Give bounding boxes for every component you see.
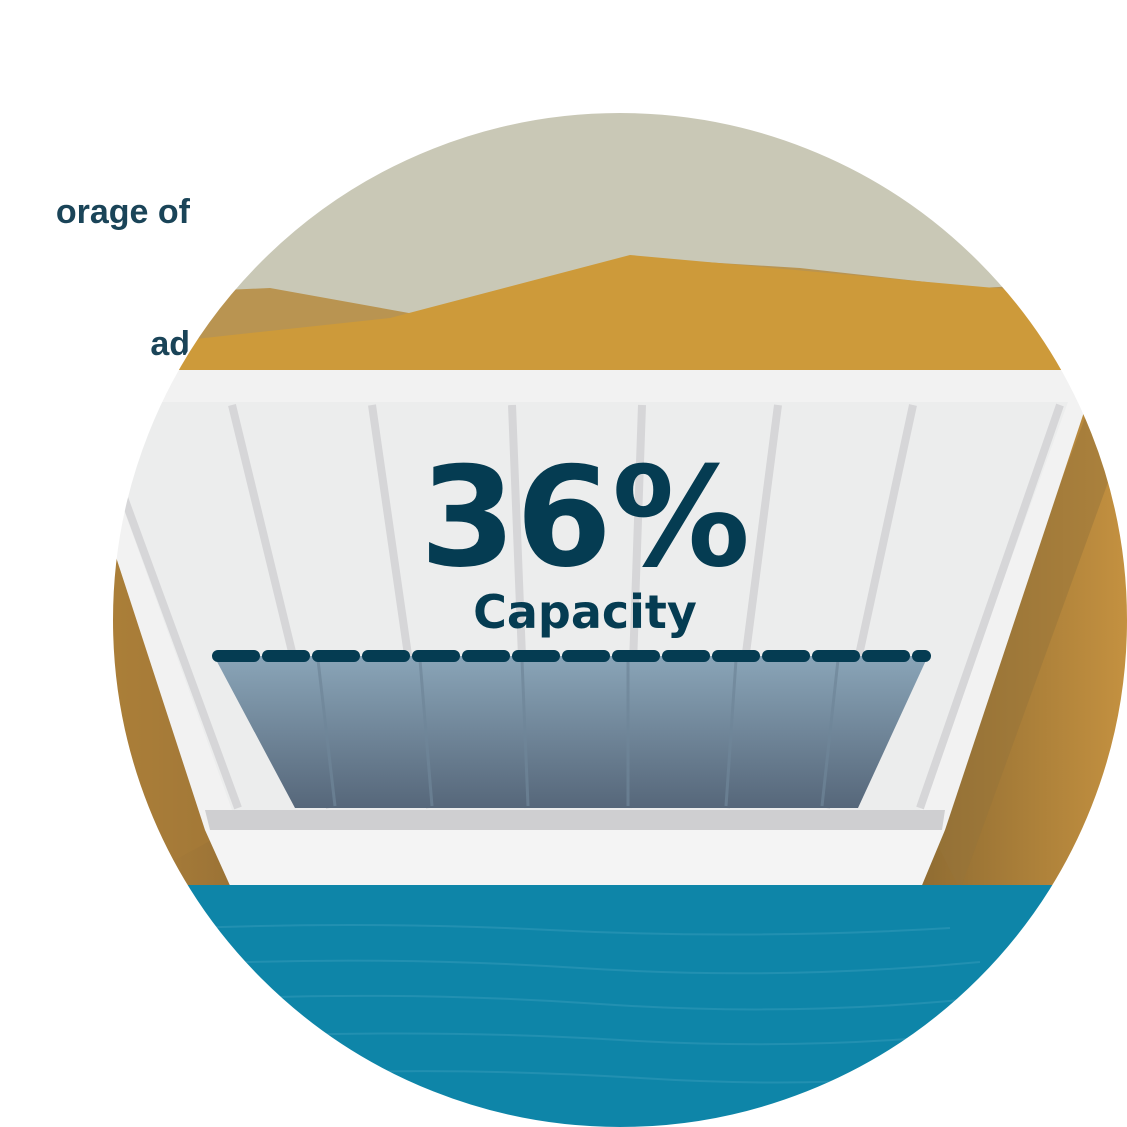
capacity-percent: 36% bbox=[420, 437, 750, 598]
water-grooves bbox=[316, 659, 840, 807]
water-level-fill bbox=[214, 656, 928, 808]
caption-line-2: ad bbox=[150, 325, 190, 363]
lake bbox=[112, 885, 1127, 1127]
partial-caption: orage of ad bbox=[0, 102, 190, 410]
right-wall-shade bbox=[930, 378, 1127, 890]
caption-line-1: orage of bbox=[55, 193, 190, 231]
left-wall-shade bbox=[112, 380, 230, 890]
dam-foot bbox=[205, 830, 945, 890]
circle-frame bbox=[111, 111, 1127, 1127]
capacity-label: Capacity bbox=[473, 585, 697, 639]
dam-base-ledge bbox=[205, 810, 945, 830]
